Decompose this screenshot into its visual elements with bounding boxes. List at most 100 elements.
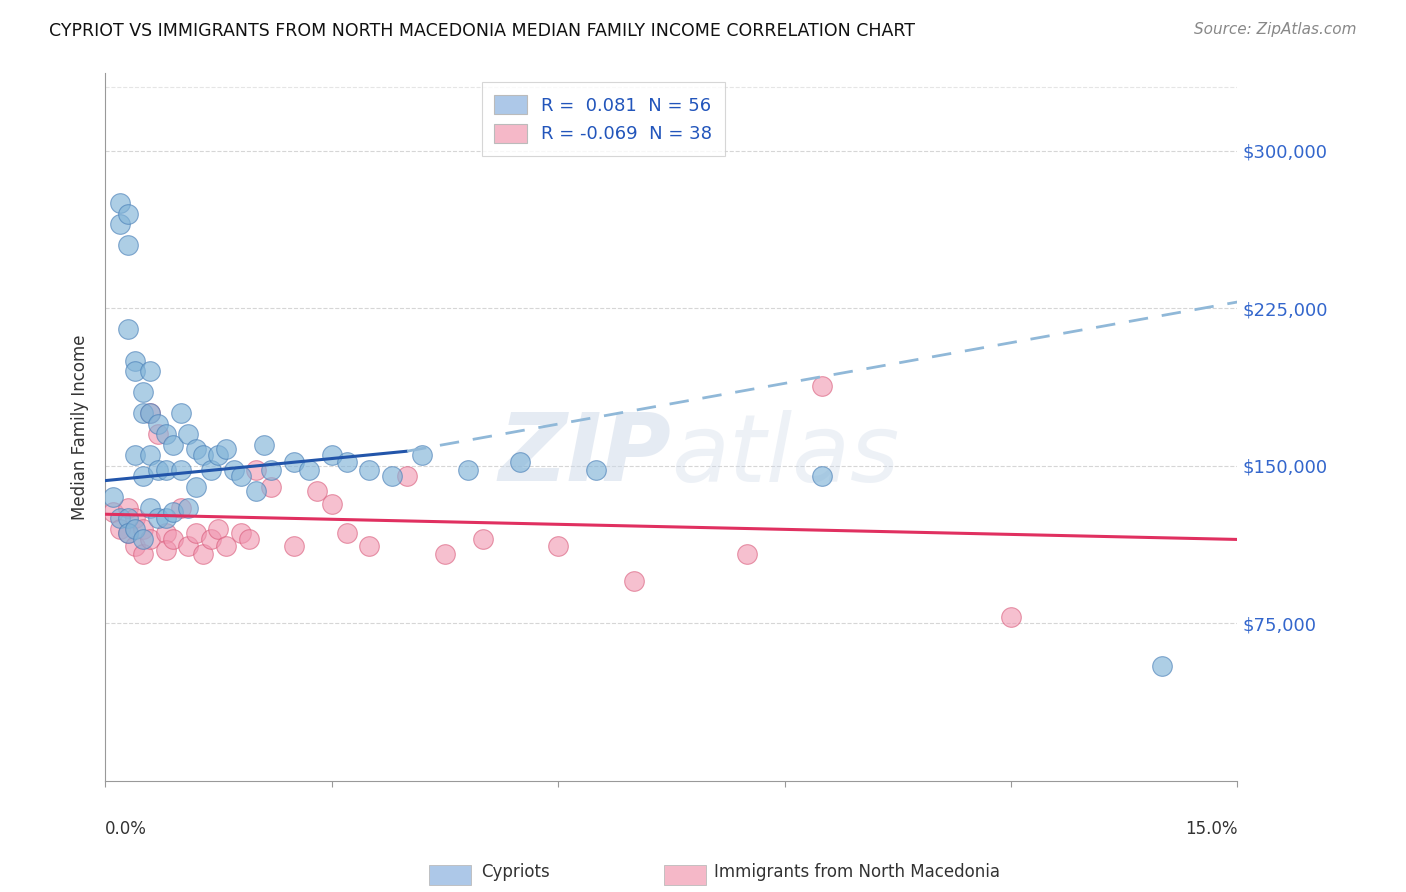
Point [457,463,479,477]
Point [124,354,146,368]
Point [215,442,238,456]
Text: Source: ZipAtlas.com: Source: ZipAtlas.com [1194,22,1357,37]
Point [139,406,162,420]
Point [117,511,139,525]
Point [155,543,177,558]
Text: atlas: atlas [671,409,900,500]
Point [117,500,139,515]
Point [132,469,155,483]
Point [132,385,155,400]
Point [298,463,321,477]
Point [359,463,381,477]
Point [193,547,215,561]
Point [146,427,169,442]
Point [124,364,146,378]
Point [245,463,267,477]
Point [359,539,381,553]
Point [170,500,193,515]
Point [146,417,169,431]
Point [170,463,193,477]
Point [193,449,215,463]
Point [162,438,184,452]
Point [155,511,177,525]
Point [110,196,132,211]
Point [811,379,834,393]
Point [117,207,139,221]
Point [547,539,569,553]
Point [253,438,276,452]
Y-axis label: Median Family Income: Median Family Income [72,334,89,520]
Point [735,547,758,561]
Point [124,539,146,553]
Point [132,533,155,547]
Point [215,539,238,553]
Point [200,463,222,477]
Text: Immigrants from North Macedonia: Immigrants from North Macedonia [714,863,1000,881]
Point [471,533,494,547]
Point [139,500,162,515]
Point [162,533,184,547]
Point [139,364,162,378]
Point [229,526,252,541]
Text: Cypriots: Cypriots [481,863,550,881]
Point [381,469,404,483]
Point [117,322,139,336]
Point [170,406,193,420]
Point [177,539,200,553]
Text: ZIP: ZIP [498,409,671,501]
Point [117,526,139,541]
Point [1000,610,1022,624]
Point [177,427,200,442]
Point [124,511,146,525]
Point [623,574,645,589]
Point [139,533,162,547]
Point [101,491,124,505]
Point [207,449,229,463]
Point [132,547,155,561]
Point [155,463,177,477]
Point [283,539,305,553]
Point [162,505,184,519]
Point [811,469,834,483]
Point [245,484,267,499]
Point [321,497,343,511]
Point [177,500,200,515]
Point [155,526,177,541]
Point [509,455,531,469]
Point [433,547,456,561]
Point [321,449,343,463]
Point [139,449,162,463]
Point [184,480,207,494]
Point [336,455,359,469]
Text: CYPRIOT VS IMMIGRANTS FROM NORTH MACEDONIA MEDIAN FAMILY INCOME CORRELATION CHAR: CYPRIOT VS IMMIGRANTS FROM NORTH MACEDON… [49,22,915,40]
Point [585,463,607,477]
Point [238,533,260,547]
Point [132,522,155,536]
Point [101,505,124,519]
Point [305,484,328,499]
Text: 0.0%: 0.0% [105,820,148,838]
Point [146,511,169,525]
Point [155,427,177,442]
Point [1150,658,1173,673]
Point [124,522,146,536]
Point [222,463,245,477]
Point [200,533,222,547]
Point [124,449,146,463]
Point [184,526,207,541]
Point [117,238,139,252]
Text: 15.0%: 15.0% [1185,820,1237,838]
Point [207,522,229,536]
Point [117,526,139,541]
Point [336,526,359,541]
Point [396,469,419,483]
Point [260,463,283,477]
Point [229,469,252,483]
Point [283,455,305,469]
Point [110,217,132,231]
Point [411,449,433,463]
Point [110,522,132,536]
Point [146,463,169,477]
Point [132,406,155,420]
Point [260,480,283,494]
